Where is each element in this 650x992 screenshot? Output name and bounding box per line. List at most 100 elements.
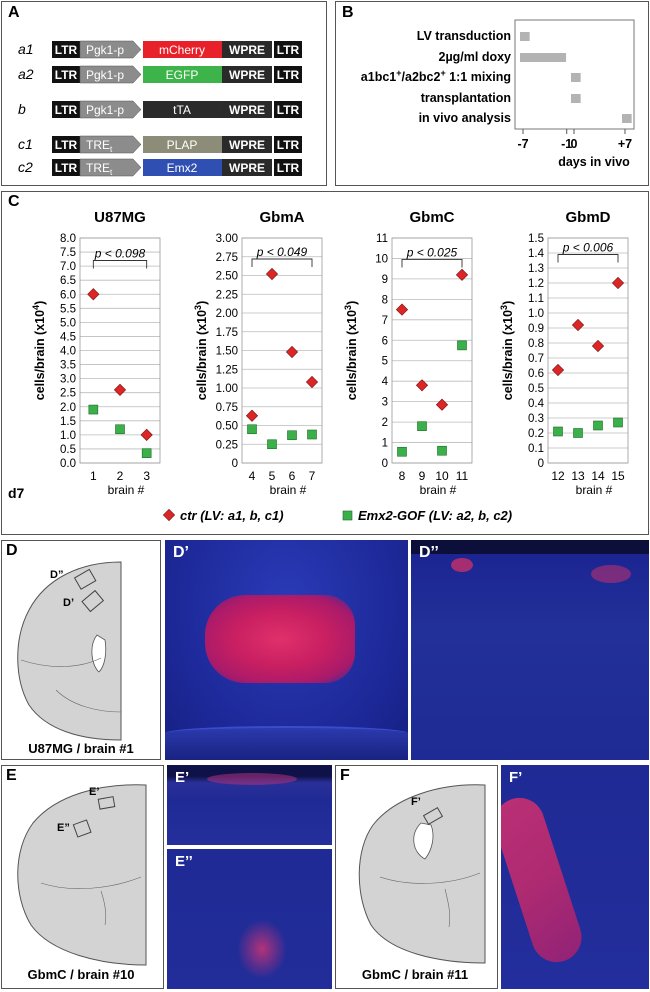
y-tick-label: 1.5 (60, 416, 76, 428)
y-tick-label: 8 (382, 294, 388, 306)
chart-title: GbmD (566, 209, 611, 226)
y-tick-label: 3.5 (60, 360, 76, 372)
gene-Emx2 (143, 159, 222, 176)
box-d1 (81, 589, 105, 613)
y-tick-label: 0 (538, 458, 544, 470)
legend-gof-marker (342, 510, 353, 521)
y-tick-label: 10 (375, 253, 388, 265)
box-e2 (72, 819, 92, 838)
legend-ctr-marker (162, 508, 176, 522)
panel-a-border (1, 1, 327, 186)
x-axis-label: brain # (108, 483, 145, 497)
gof-point (88, 404, 99, 415)
wpre (222, 66, 272, 83)
promoter (79, 158, 142, 177)
timeline-tick: -7 (517, 137, 528, 151)
gene-EGFP (143, 66, 222, 83)
wpre (222, 159, 272, 176)
promoter (79, 40, 142, 59)
caption-e: GbmC / brain #10 (28, 967, 135, 982)
timeline-bar (520, 53, 567, 62)
y-tick-label: 0.4 (528, 398, 545, 410)
panel-e-border (1, 765, 164, 989)
y-tick-label: 0.7 (528, 353, 544, 365)
y-tick-label: 1.3 (528, 263, 544, 275)
svg-text:WPRE: WPRE (229, 138, 265, 152)
y-tick-label: 0.3 (528, 413, 544, 425)
y-tick-label: 6.5 (60, 275, 76, 287)
y-tick-label: 4.5 (60, 331, 76, 343)
gene-tTA (143, 101, 222, 118)
box-label-e1: E’ (89, 786, 99, 798)
ctr-point (611, 276, 625, 290)
svg-text:LTR: LTR (277, 68, 300, 82)
y-tick-label: 0.25 (216, 439, 238, 451)
y-tick-label: 3.0 (60, 374, 76, 386)
ctr-point (245, 409, 259, 422)
legend-ctr-label: ctr (LV: a1, b, c1) (180, 508, 284, 523)
svg-text:PLAP: PLAP (167, 138, 198, 152)
timeline-row-label: a1bc1+/a2bc2+ 1:1 mixing (361, 68, 511, 84)
y-tick-label: 0.75 (216, 402, 238, 414)
ctr-point (571, 318, 585, 332)
panel-d-border (1, 540, 161, 760)
y-axis-label: cells/brain (x104) (31, 301, 47, 401)
y-tick-label: 2.5 (60, 388, 76, 400)
x-tick-label: 15 (611, 469, 625, 483)
caption-f: GbmC / brain #11 (362, 967, 468, 982)
micrograph-d1: D’ (165, 540, 408, 760)
y-tick-label: 7.0 (60, 261, 76, 273)
y-tick-label: 6.0 (60, 289, 76, 301)
significance-bracket (557, 254, 619, 263)
y-tick-label: 0.50 (216, 421, 238, 433)
panel-b-border (335, 1, 649, 186)
ltr-right (274, 159, 302, 176)
gene-mCherry (143, 41, 222, 58)
wpre (222, 136, 272, 153)
y-tick-label: 1.1 (528, 293, 544, 305)
y-tick-label: 0.1 (528, 443, 544, 455)
x-axis-label: brain # (420, 483, 457, 497)
gene-PLAP (143, 136, 222, 153)
y-tick-label: 1.75 (216, 327, 238, 339)
p-value: p < 0.098 (94, 247, 146, 261)
promoter-label: TREt (86, 161, 113, 177)
gof-point (287, 430, 297, 441)
svg-text:WPRE: WPRE (229, 43, 265, 57)
legend: ctr (LV: a1, b, c1) Emx2-GOF (LV: a2, b,… (162, 508, 512, 523)
ctr-point (265, 267, 279, 281)
box-d2 (73, 568, 97, 590)
micrograph-d2: D’’ (411, 540, 649, 760)
timeline-tick: -1 (561, 137, 572, 151)
promoter (79, 135, 142, 154)
gof-point (457, 340, 467, 351)
y-tick-label: 0 (382, 458, 388, 470)
construct-id-a2: a2 (18, 66, 34, 82)
brain-outline-f (358, 784, 486, 964)
construct-id-c1: c1 (18, 136, 33, 152)
y-tick-label: 0.8 (528, 338, 544, 350)
y-tick-label: 5 (382, 356, 388, 368)
promoter-label: Pgk1-p (86, 68, 124, 82)
y-tick-label: 2.00 (216, 308, 238, 320)
brain-outline-d (17, 561, 122, 741)
y-tick-label: 1.0 (60, 430, 76, 442)
chart-title: GbmA (260, 209, 305, 226)
y-axis-label: cells/brain (x103) (343, 301, 359, 401)
micrograph-f1: F’ (501, 765, 649, 989)
y-tick-label: 1.50 (216, 346, 238, 358)
x-tick-label: 14 (591, 469, 605, 483)
y-tick-label: 1.2 (528, 278, 544, 290)
y-tick-label: 2 (382, 417, 388, 429)
x-tick-label: 8 (399, 469, 406, 483)
y-tick-label: 1.5 (528, 233, 544, 245)
ctr-point (455, 268, 469, 281)
svg-text:WPRE: WPRE (229, 161, 265, 175)
panel-d-label: D (6, 542, 18, 559)
p-value: p < 0.006 (562, 241, 614, 255)
timeline-bar (622, 114, 632, 123)
gof-point (417, 421, 427, 431)
promoter-label: Pgk1-p (86, 103, 124, 117)
svg-text:mCherry: mCherry (159, 43, 205, 57)
panel-f-border (335, 765, 498, 989)
